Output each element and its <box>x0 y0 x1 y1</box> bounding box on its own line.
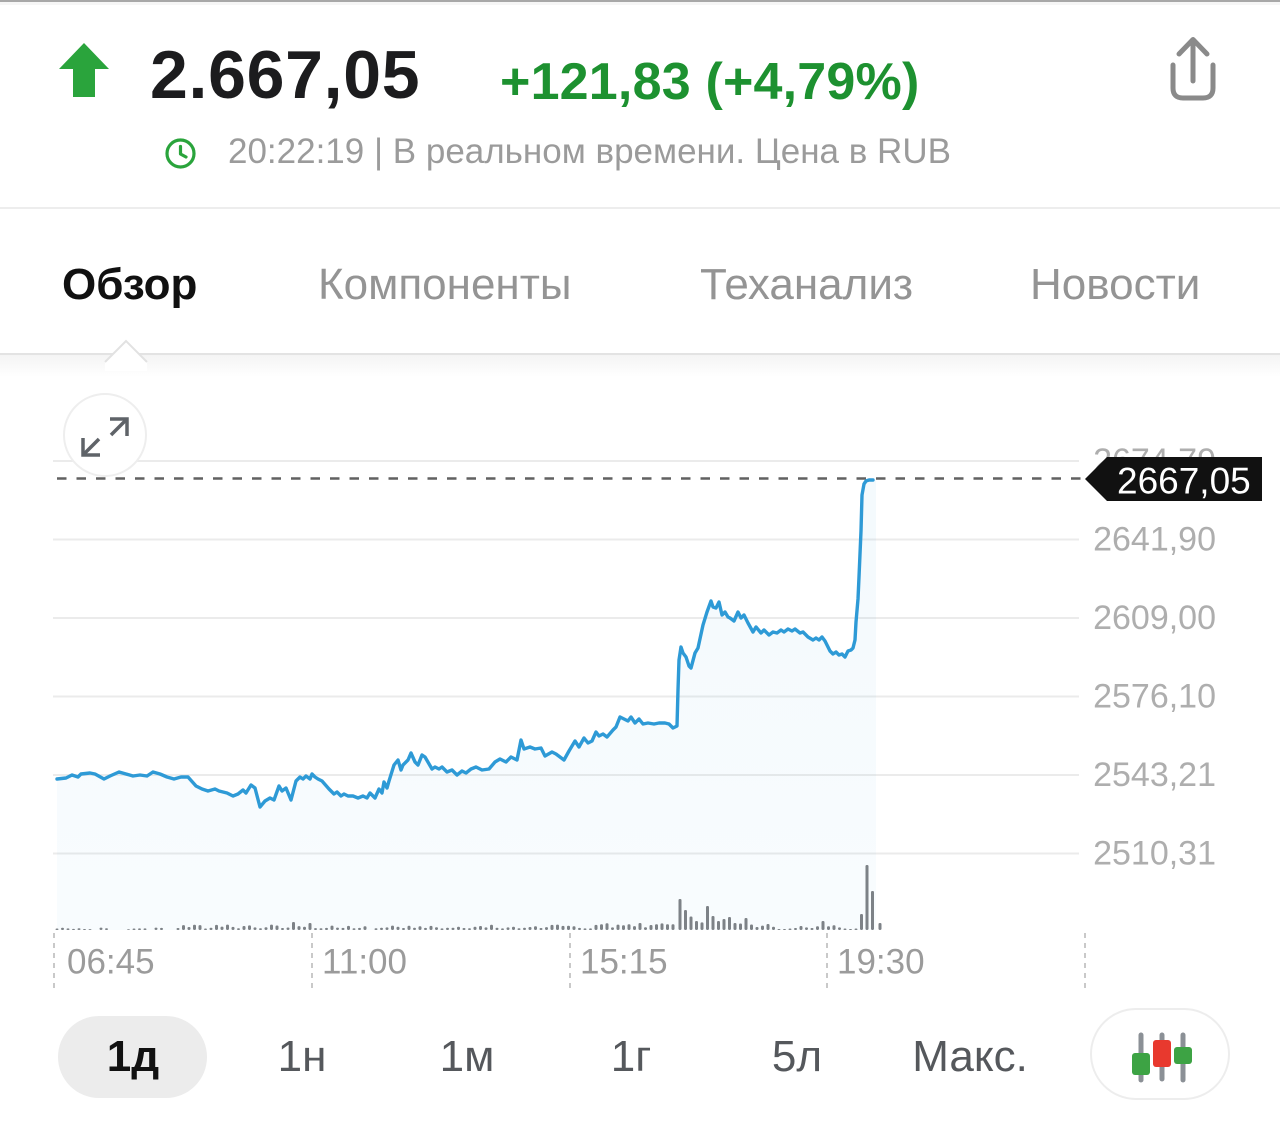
svg-text:2543,21: 2543,21 <box>1093 756 1216 794</box>
svg-text:2576,10: 2576,10 <box>1093 678 1216 716</box>
svg-text:15:15: 15:15 <box>580 943 668 982</box>
svg-text:2667,05: 2667,05 <box>1117 461 1251 502</box>
svg-text:11:00: 11:00 <box>322 943 407 982</box>
svg-text:19:30: 19:30 <box>837 943 925 982</box>
svg-text:2609,00: 2609,00 <box>1093 599 1216 637</box>
svg-text:2641,90: 2641,90 <box>1093 521 1216 559</box>
svg-text:2510,31: 2510,31 <box>1093 835 1216 873</box>
svg-text:06:45: 06:45 <box>67 943 155 982</box>
